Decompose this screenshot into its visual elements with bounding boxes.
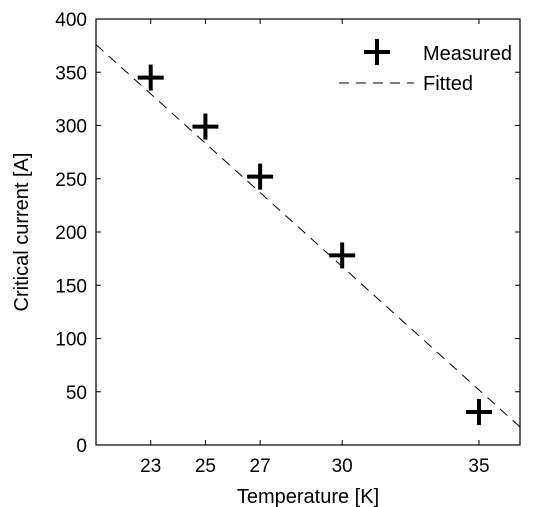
x-tick-label: 30	[332, 456, 353, 477]
y-axis-label: Critical current [A]	[11, 153, 33, 312]
x-axis-label: Temperature [K]	[237, 486, 379, 507]
y-tick-label: 150	[55, 276, 87, 297]
legend-measured-marker	[364, 39, 390, 65]
fitted-series	[95, 44, 521, 428]
measured-point	[329, 242, 356, 269]
legend: Measured Fitted	[339, 39, 512, 95]
legend-fitted-label: Fitted	[423, 73, 473, 95]
y-axis: 0 50 100 150 200 250 300 350 400	[55, 10, 520, 457]
y-tick-label: 100	[55, 330, 87, 351]
y-tick-label: 400	[55, 10, 87, 31]
y-tick-label: 200	[55, 223, 87, 244]
y-tick-label: 250	[55, 170, 87, 191]
y-tick-label: 300	[55, 117, 87, 138]
measured-point	[137, 64, 164, 91]
x-tick-label: 27	[250, 456, 271, 477]
measured-point	[465, 398, 492, 425]
measured-series	[137, 64, 492, 425]
x-tick-label: 23	[140, 456, 161, 477]
x-tick-label: 35	[468, 456, 489, 477]
y-tick-label: 350	[55, 63, 87, 84]
y-tick-label: 0	[76, 436, 87, 457]
x-tick-label: 25	[195, 456, 216, 477]
y-tick-label: 50	[66, 383, 87, 404]
measured-point	[192, 113, 219, 140]
legend-measured-label: Measured	[423, 43, 512, 65]
fitted-line	[95, 44, 521, 428]
x-axis: 23 25 27 30 35	[140, 19, 490, 477]
measured-point	[247, 163, 274, 190]
